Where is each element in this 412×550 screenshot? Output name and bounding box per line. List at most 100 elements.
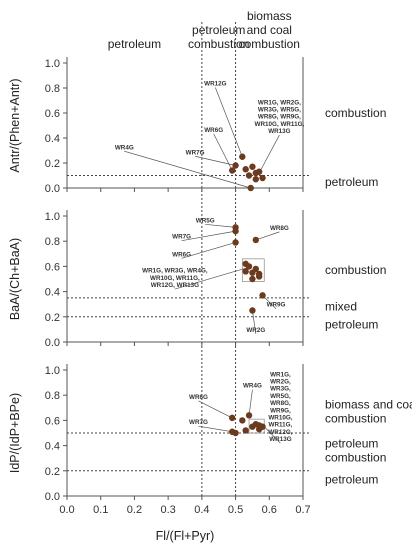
sample-annotation: WR1G, WR2G,WR3G, WR5G,WR8G, WR9G,WR10G, … <box>255 99 305 135</box>
y-axis-label: IdP/(IdP+BPe) <box>8 393 22 473</box>
sample-label: WR9G <box>267 302 286 309</box>
annotation-leader <box>198 425 233 433</box>
y-tick-label: 0.0 <box>45 491 60 503</box>
annotation-leader <box>263 426 281 444</box>
sample-annotation: WR2G <box>246 327 265 334</box>
sample-label: WR3G, <box>270 386 291 393</box>
x-tick-label: 0.6 <box>262 504 277 516</box>
x-tick-label: 0.0 <box>59 504 74 516</box>
top-label-group: petroleum <box>108 37 161 51</box>
data-point <box>255 273 263 280</box>
data-point <box>229 167 236 174</box>
data-point <box>255 426 263 433</box>
data-point <box>259 292 266 299</box>
data-point <box>232 227 239 235</box>
sample-annotation: WR7G <box>189 419 208 426</box>
sample-label: WR10G, <box>268 415 292 422</box>
data-point <box>249 163 256 170</box>
data-point <box>245 263 253 270</box>
y-tick-label: 0.2 <box>45 312 60 324</box>
sample-annotation: WR1G,WR2G,WR3G,WR5G,WR8G,WR9G,WR10G,WR11… <box>268 371 292 443</box>
region-label: petroleum <box>325 175 378 189</box>
sample-label: WR5G <box>196 217 215 224</box>
data-point <box>245 172 253 179</box>
y-tick-label: 0.4 <box>45 441 60 453</box>
sample-label: WR4G <box>243 383 262 390</box>
sample-label: WR1G, WR3G, WR4G, <box>142 268 208 275</box>
top-label-line: combustion <box>239 37 300 51</box>
y-tick-label: 1.0 <box>45 365 60 377</box>
annotation-leader <box>255 231 280 241</box>
plot-frame <box>66 210 304 343</box>
y-tick-label: 0.6 <box>45 108 60 120</box>
region-label: combustion <box>325 263 386 277</box>
region-label: petroleum <box>325 473 378 487</box>
y-tick-label: 0.0 <box>45 183 60 195</box>
region-label: mixed <box>325 300 357 314</box>
x-axis-label: Fl/(Fl+Pyr) <box>156 529 215 543</box>
data-point <box>232 239 239 246</box>
data-point <box>259 174 266 182</box>
panel-3: 0.0 0.2 0.4 0.6 0.8 1.0 IdP/(IdP+BPe) WR6G WR7G W… <box>8 364 412 503</box>
sample-label: WR12G, WR13G <box>151 282 199 289</box>
sample-annotation: WR9G <box>267 302 286 309</box>
data-point <box>242 166 249 173</box>
sample-label: WR8G, WR9G, <box>258 114 301 121</box>
top-label-line: and coal <box>247 23 292 37</box>
x-tick-label: 0.1 <box>93 504 108 516</box>
y-tick-label: 0.0 <box>45 337 60 349</box>
top-label-line: petroleum <box>192 23 245 37</box>
panel-2: 0.0 0.2 0.4 0.6 0.8 1.0 BaA/(Ch+BaA) WR5G WR8G WR… <box>8 210 386 349</box>
sample-annotation: WR7G <box>186 149 205 156</box>
region-label: petroleum <box>325 437 378 451</box>
annotation-leader <box>198 400 233 419</box>
sample-label: WR1G, <box>270 371 291 378</box>
region-label: combustion <box>325 451 386 465</box>
sample-label: WR12G, <box>268 429 292 436</box>
top-label-line: biomass <box>247 9 292 23</box>
sample-label: WR7G <box>172 234 191 241</box>
data-point <box>245 412 253 419</box>
sample-annotation: WR8G <box>270 225 289 232</box>
y-tick-label: 1.0 <box>45 211 60 223</box>
annotation-leader <box>248 389 253 416</box>
sample-annotation: WR4G <box>243 383 262 390</box>
annotation-leader <box>215 87 243 157</box>
plot-frame <box>66 57 304 189</box>
sample-label: WR3G, WR5G, <box>258 106 301 113</box>
data-point <box>252 236 259 244</box>
sample-label: WR12G <box>204 81 226 88</box>
sample-label: WR9G, <box>270 407 291 414</box>
sample-label: WR6G <box>189 394 208 401</box>
y-tick-label: 0.2 <box>45 466 60 478</box>
data-point <box>249 307 256 314</box>
annotation-leader <box>174 267 248 290</box>
top-label-line: petroleum <box>108 37 161 51</box>
sample-annotation: WR7G <box>172 234 191 241</box>
data-point <box>242 427 249 434</box>
sample-label: WR6G <box>172 251 191 258</box>
y-tick-label: 0.4 <box>45 287 60 299</box>
sample-label: WR7G <box>186 149 205 156</box>
region-label: biomass and coal <box>325 398 412 412</box>
data-point <box>252 176 259 183</box>
data-point <box>252 265 259 273</box>
y-tick-label: 0.2 <box>45 158 60 170</box>
sample-label: WR4G <box>115 144 134 151</box>
annotation-leader <box>213 133 233 171</box>
x-tick-label: 0.3 <box>160 504 175 516</box>
sample-label: WR13G <box>269 436 291 443</box>
y-axis-label: Antr/(Phen+Antr) <box>8 78 22 172</box>
x-tick-label: 0.5 <box>228 504 243 516</box>
data-point <box>239 153 246 160</box>
y-tick-label: 0.8 <box>45 236 60 248</box>
sample-label: WR8G, <box>270 400 291 407</box>
annotation-leader <box>258 134 280 174</box>
data-point <box>255 168 263 175</box>
sample-annotation: WR5G <box>196 217 215 224</box>
data-point <box>232 162 239 169</box>
top-label-line: combustion <box>188 37 249 51</box>
